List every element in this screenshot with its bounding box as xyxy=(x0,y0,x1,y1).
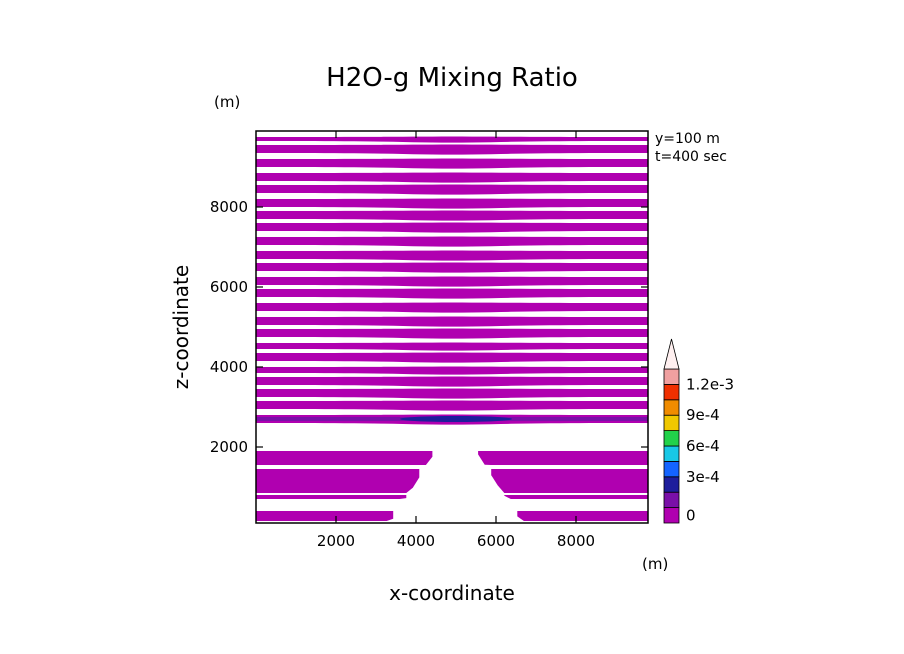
plot-frame xyxy=(255,130,649,524)
x-tick-label: 4000 xyxy=(397,532,435,550)
contour-band-7 xyxy=(256,376,648,387)
colorbar-label: 9e-4 xyxy=(686,406,720,424)
contour-band-18 xyxy=(256,236,648,247)
annotation-t: t=400 sec xyxy=(655,149,727,165)
y-unit-label: (m) xyxy=(214,93,240,111)
contour-band-1-0 xyxy=(256,495,407,499)
contour-band-19 xyxy=(256,222,648,233)
contour-band-0-0 xyxy=(256,511,394,521)
colorbar-label: 1.2e-3 xyxy=(686,375,734,393)
colorbar-label: 0 xyxy=(686,506,696,524)
contour-band-6 xyxy=(256,388,648,399)
colorbar-box xyxy=(663,460,680,478)
colorbar-box xyxy=(663,414,680,432)
colorbar-box xyxy=(663,430,680,447)
contour-band-26 xyxy=(256,136,648,143)
contour-band-25 xyxy=(256,144,648,155)
x-tick-label: 8000 xyxy=(557,532,595,550)
x-tick-label: 2000 xyxy=(317,532,355,550)
contour-band-3-1 xyxy=(478,451,648,465)
contour-band-10 xyxy=(256,342,648,351)
contour-band-23 xyxy=(256,172,648,183)
colorbar: 0 3e-4 6e-4 9e-4 1.2e-3 xyxy=(663,338,734,524)
colorbar-box xyxy=(663,445,680,462)
y-tick-label: 2000 xyxy=(210,438,248,456)
colorbar-box xyxy=(663,368,680,385)
contour-band-2-0 xyxy=(256,469,420,493)
blue-layer-core xyxy=(400,416,512,422)
contour-band-15 xyxy=(256,276,648,287)
contour-band-3-0 xyxy=(256,451,433,465)
contour-band-9 xyxy=(256,352,648,363)
colorbar-extend-triangle xyxy=(663,338,680,370)
contour-band-5 xyxy=(256,400,648,411)
colorbar-box xyxy=(663,476,680,493)
contour-band-12 xyxy=(256,316,648,327)
y-tick-label: 6000 xyxy=(210,278,248,296)
y-tick-label: 4000 xyxy=(210,358,248,376)
annotation-y: y=100 m xyxy=(655,131,720,147)
contour-band-0-1 xyxy=(517,511,648,521)
y-axis-label: z-coordinate xyxy=(169,265,193,389)
x-axis-ticks: 2000 4000 6000 8000 xyxy=(317,131,595,550)
contour-band-21 xyxy=(256,198,648,209)
chart-title: H2O-g Mixing Ratio xyxy=(326,63,578,93)
colorbar-box xyxy=(663,507,680,524)
colorbar-box xyxy=(663,491,680,509)
x-unit-label: (m) xyxy=(642,555,668,573)
contour-band-24 xyxy=(256,158,648,169)
contour-band-16 xyxy=(256,262,648,273)
contour-band-22 xyxy=(256,184,648,195)
contour-band-11 xyxy=(256,328,648,339)
contour-band-2-1 xyxy=(491,469,648,493)
y-axis-ticks: 2000 4000 6000 8000 xyxy=(210,198,648,456)
colorbar-box xyxy=(663,399,680,416)
contour-band-17 xyxy=(256,250,648,261)
colorbar-label: 6e-4 xyxy=(686,437,720,455)
contour-band-13 xyxy=(256,302,648,313)
contour-band-8 xyxy=(256,366,648,375)
contour-field xyxy=(256,136,648,521)
contour-band-14 xyxy=(256,288,648,299)
contour-band-20 xyxy=(256,210,648,221)
contour-band-1-1 xyxy=(504,495,648,499)
x-axis-label: x-coordinate xyxy=(389,581,515,605)
x-tick-label: 6000 xyxy=(477,532,515,550)
colorbar-box xyxy=(663,383,680,401)
y-tick-label: 8000 xyxy=(210,198,248,216)
colorbar-label: 3e-4 xyxy=(686,468,720,486)
